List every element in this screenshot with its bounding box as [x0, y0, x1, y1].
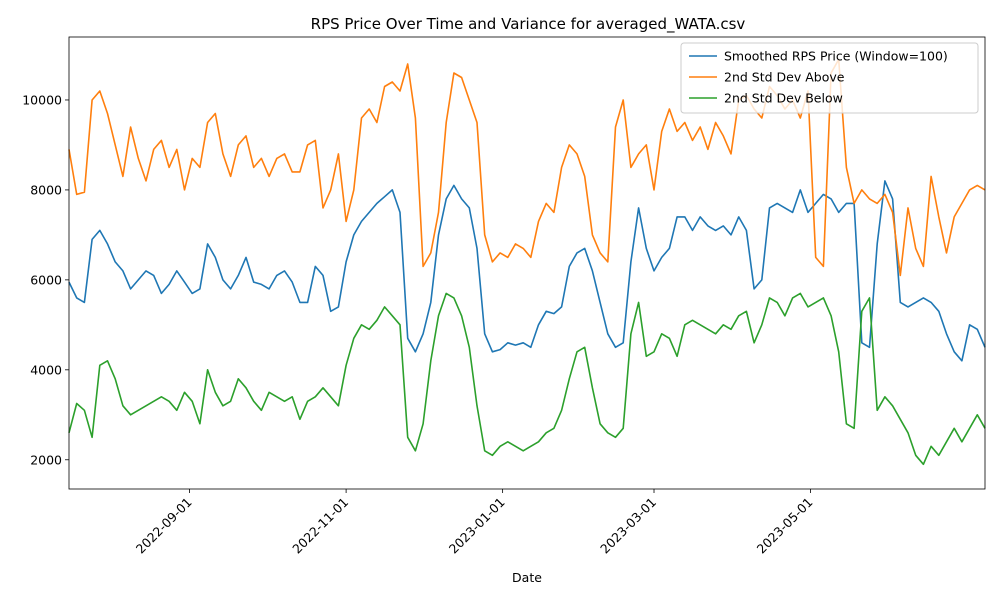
- y-axis: 2000 4000 6000 8000 10000: [22, 92, 69, 467]
- legend: Smoothed RPS Price (Window=100) 2nd Std D…: [680, 42, 979, 114]
- y-tick-label: 6000: [30, 272, 62, 287]
- legend-box: [680, 42, 979, 114]
- y-tick-label: 4000: [30, 362, 62, 377]
- series-line: [68, 292, 986, 466]
- series-group: [68, 180, 986, 362]
- series-line: [68, 180, 986, 362]
- plot-frame: [68, 36, 986, 490]
- y-tick-label: 8000: [30, 182, 62, 197]
- legend-label: 2nd Std Dev Below: [724, 91, 843, 106]
- legend-label: Smoothed RPS Price (Window=100): [724, 49, 948, 64]
- chart-title: RPS Price Over Time and Variance for ave…: [311, 15, 746, 34]
- y-tick-label: 10000: [22, 92, 62, 107]
- legend-label: 2nd Std Dev Above: [724, 70, 845, 85]
- series-group: [68, 292, 986, 466]
- y-tick-label: 2000: [30, 452, 62, 467]
- plot-area: [68, 36, 986, 490]
- x-axis-title: Date: [512, 570, 542, 585]
